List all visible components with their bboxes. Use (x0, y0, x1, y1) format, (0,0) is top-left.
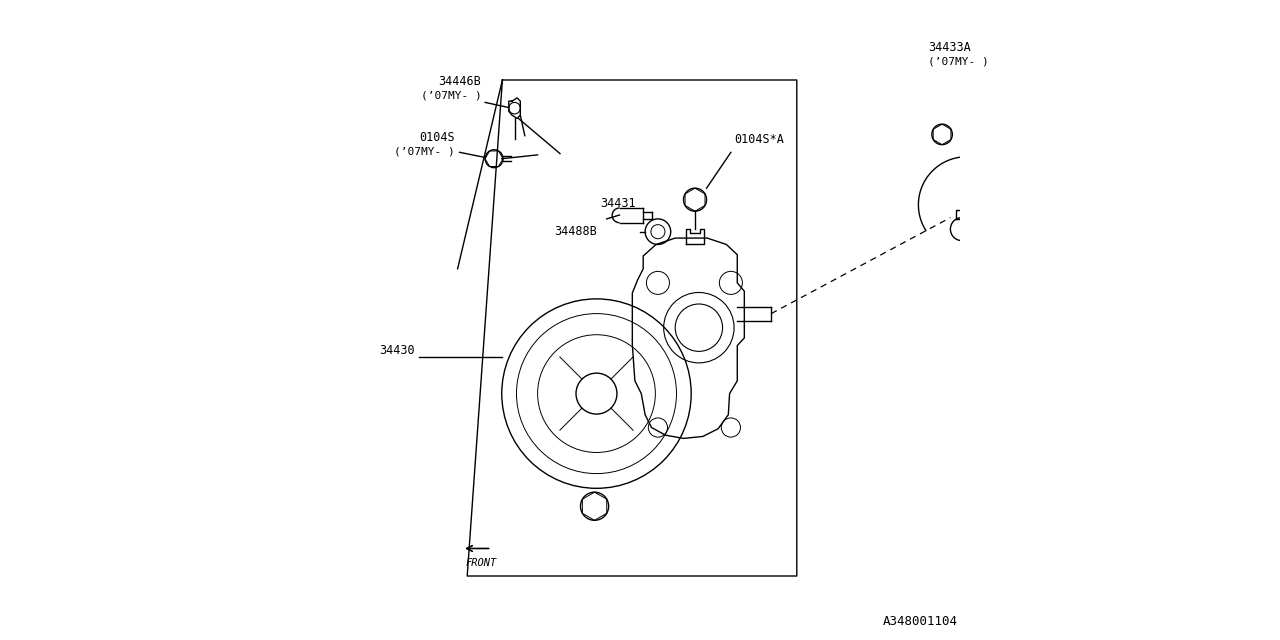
Text: 34431: 34431 (600, 197, 636, 210)
Text: 0104S*A: 0104S*A (735, 133, 785, 146)
Text: 34430: 34430 (379, 344, 415, 357)
Text: (’07MY- ): (’07MY- ) (394, 146, 454, 156)
Text: 34446B: 34446B (439, 76, 481, 88)
Text: FRONT: FRONT (466, 558, 497, 568)
Text: A348001104: A348001104 (883, 616, 957, 628)
Text: 34433A: 34433A (928, 42, 970, 54)
Text: (’07MY- ): (’07MY- ) (421, 90, 481, 100)
Text: 0104S: 0104S (419, 131, 454, 144)
Text: (’07MY- ): (’07MY- ) (928, 56, 988, 67)
Text: 34488B: 34488B (554, 225, 596, 238)
